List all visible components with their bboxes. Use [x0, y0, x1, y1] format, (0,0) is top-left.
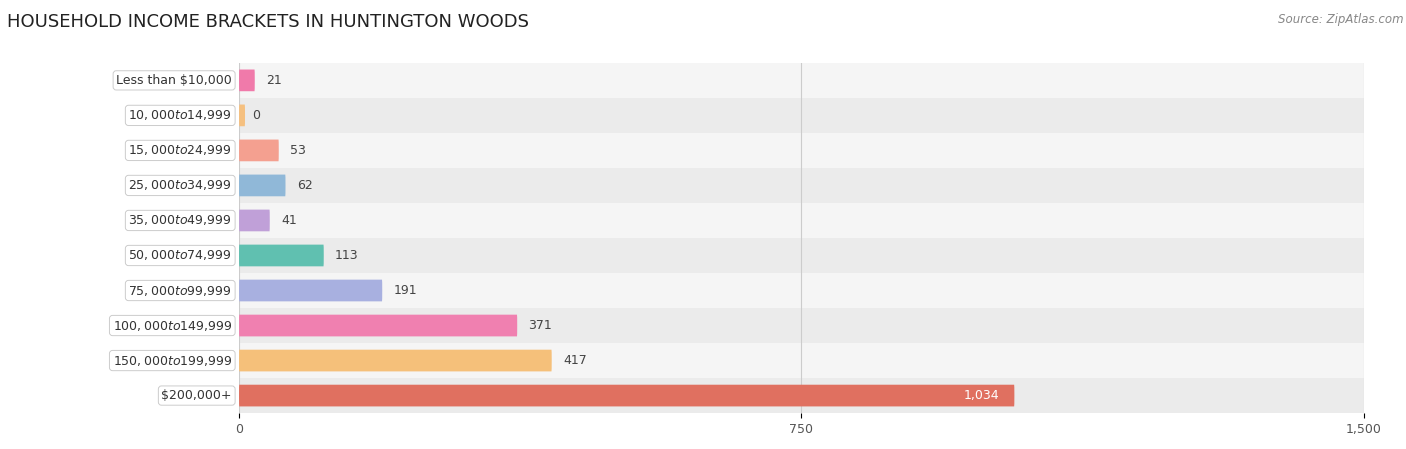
FancyBboxPatch shape: [239, 105, 245, 126]
Text: $75,000 to $99,999: $75,000 to $99,999: [128, 283, 232, 298]
FancyBboxPatch shape: [239, 350, 551, 371]
Text: $200,000+: $200,000+: [162, 389, 232, 402]
Bar: [239, 133, 1364, 168]
Text: 113: 113: [335, 249, 359, 262]
FancyBboxPatch shape: [239, 175, 285, 196]
Text: $25,000 to $34,999: $25,000 to $34,999: [128, 178, 232, 193]
Text: HOUSEHOLD INCOME BRACKETS IN HUNTINGTON WOODS: HOUSEHOLD INCOME BRACKETS IN HUNTINGTON …: [7, 13, 529, 31]
Bar: [239, 273, 1364, 308]
Bar: [239, 168, 1364, 203]
Bar: [239, 98, 1364, 133]
FancyBboxPatch shape: [239, 245, 323, 266]
Text: 53: 53: [290, 144, 307, 157]
Text: 191: 191: [394, 284, 418, 297]
Text: 0: 0: [253, 109, 260, 122]
Text: 1,034: 1,034: [963, 389, 1000, 402]
FancyBboxPatch shape: [239, 70, 254, 91]
Bar: [239, 378, 1364, 413]
FancyBboxPatch shape: [239, 315, 517, 336]
Text: 371: 371: [529, 319, 553, 332]
Text: 41: 41: [281, 214, 297, 227]
Text: $10,000 to $14,999: $10,000 to $14,999: [128, 108, 232, 123]
FancyBboxPatch shape: [239, 210, 270, 231]
Text: $150,000 to $199,999: $150,000 to $199,999: [112, 353, 232, 368]
Text: 417: 417: [562, 354, 586, 367]
FancyBboxPatch shape: [239, 385, 1014, 406]
Text: $35,000 to $49,999: $35,000 to $49,999: [128, 213, 232, 228]
Text: $15,000 to $24,999: $15,000 to $24,999: [128, 143, 232, 158]
Text: 62: 62: [297, 179, 312, 192]
Bar: [239, 308, 1364, 343]
Text: Less than $10,000: Less than $10,000: [117, 74, 232, 87]
Text: Source: ZipAtlas.com: Source: ZipAtlas.com: [1278, 13, 1403, 26]
Text: $100,000 to $149,999: $100,000 to $149,999: [112, 318, 232, 333]
Bar: [239, 343, 1364, 378]
Bar: [239, 203, 1364, 238]
Bar: [239, 63, 1364, 98]
Text: 21: 21: [266, 74, 281, 87]
Bar: [239, 238, 1364, 273]
FancyBboxPatch shape: [239, 280, 382, 301]
FancyBboxPatch shape: [239, 140, 278, 161]
Text: $50,000 to $74,999: $50,000 to $74,999: [128, 248, 232, 263]
